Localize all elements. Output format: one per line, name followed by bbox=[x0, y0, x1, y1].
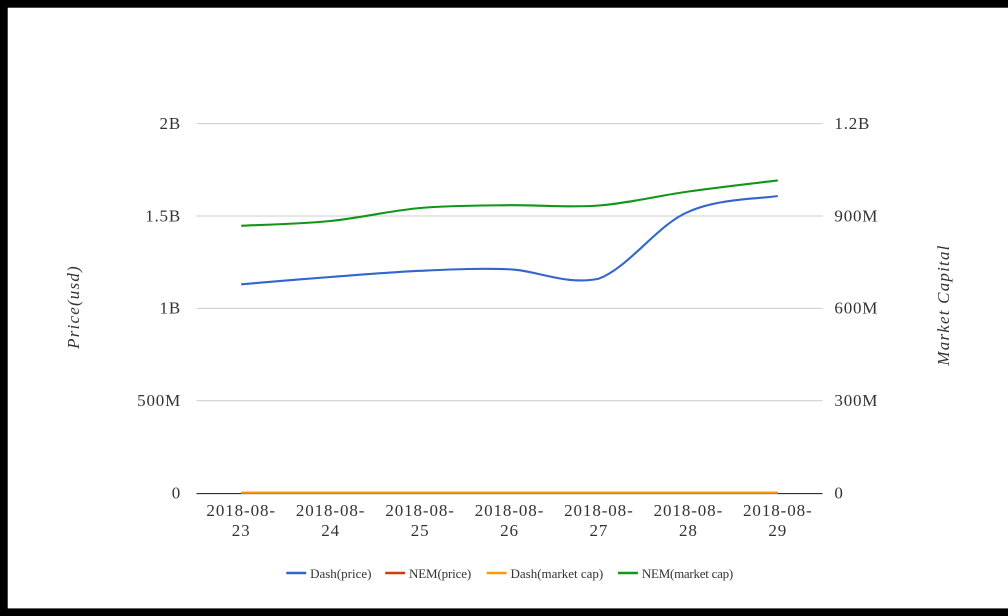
svg-text:NEM(market cap): NEM(market cap) bbox=[642, 566, 733, 581]
svg-text:29: 29 bbox=[768, 521, 787, 540]
svg-text:Market Capital: Market Capital bbox=[934, 244, 953, 366]
svg-text:2B: 2B bbox=[160, 114, 181, 133]
svg-text:600M: 600M bbox=[834, 299, 878, 318]
svg-text:2018-08-: 2018-08- bbox=[206, 501, 276, 520]
svg-text:300M: 300M bbox=[834, 391, 878, 410]
svg-text:2018-08-: 2018-08- bbox=[475, 501, 545, 520]
svg-text:2018-08-: 2018-08- bbox=[743, 501, 813, 520]
svg-text:900M: 900M bbox=[834, 206, 878, 225]
svg-text:2018-08-: 2018-08- bbox=[654, 501, 724, 520]
svg-text:0: 0 bbox=[172, 484, 181, 503]
svg-text:2018-08-: 2018-08- bbox=[296, 501, 366, 520]
svg-text:Dash(market cap): Dash(market cap) bbox=[511, 566, 604, 581]
svg-text:500M: 500M bbox=[137, 391, 181, 410]
svg-text:26: 26 bbox=[500, 521, 519, 540]
svg-text:24: 24 bbox=[321, 521, 340, 540]
svg-text:0: 0 bbox=[834, 484, 843, 503]
svg-text:2018-08-: 2018-08- bbox=[564, 501, 634, 520]
svg-text:Dash(price): Dash(price) bbox=[310, 566, 371, 581]
svg-text:2018-08-: 2018-08- bbox=[385, 501, 455, 520]
svg-text:28: 28 bbox=[679, 521, 698, 540]
svg-text:23: 23 bbox=[232, 521, 251, 540]
svg-text:27: 27 bbox=[589, 521, 608, 540]
svg-text:1.2B: 1.2B bbox=[834, 114, 870, 133]
svg-text:1.5B: 1.5B bbox=[145, 206, 181, 225]
svg-text:1B: 1B bbox=[160, 299, 181, 318]
svg-text:25: 25 bbox=[411, 521, 430, 540]
svg-text:NEM(price): NEM(price) bbox=[409, 566, 471, 581]
svg-text:Price(usd): Price(usd) bbox=[64, 265, 83, 350]
